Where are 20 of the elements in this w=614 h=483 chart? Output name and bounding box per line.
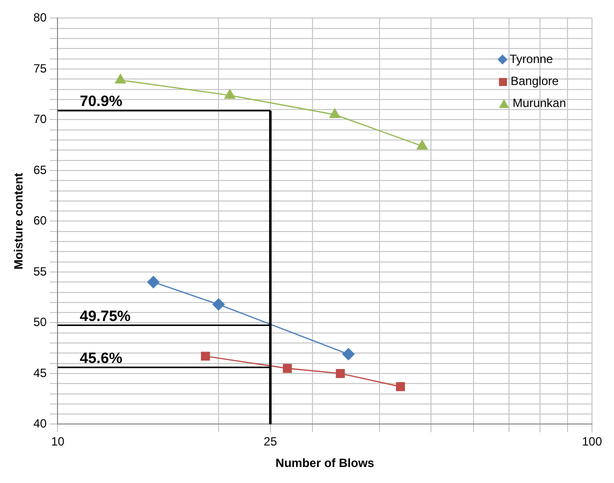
y-tick-label: 55 xyxy=(33,264,48,278)
legend-label: Banglore xyxy=(510,74,559,88)
y-tick-label: 65 xyxy=(33,162,48,177)
y-tick-label: 40 xyxy=(33,416,48,431)
ref-line-label: 70.9% xyxy=(80,93,122,110)
x-axis-title: Number of Blows xyxy=(276,456,375,470)
y-tick-label: 75 xyxy=(33,61,48,76)
ref-line-label: 49.75% xyxy=(80,308,131,325)
y-tick-label: 70 xyxy=(33,112,48,126)
x-tick-label: 100 xyxy=(582,434,602,449)
y-tick-label: 80 xyxy=(33,10,48,25)
x-tick-label: 25 xyxy=(264,434,278,449)
x-tick-label: 10 xyxy=(51,434,65,449)
ref-line-label: 45.6% xyxy=(80,350,122,367)
y-axis-title: Moisture content xyxy=(12,172,26,270)
y-tick-label: 45 xyxy=(33,366,48,380)
y-tick-label: 60 xyxy=(33,214,48,228)
legend-label: Tyronne xyxy=(510,52,553,66)
y-tick-label: 50 xyxy=(33,315,48,330)
legend-label: Murunkan xyxy=(512,96,566,110)
